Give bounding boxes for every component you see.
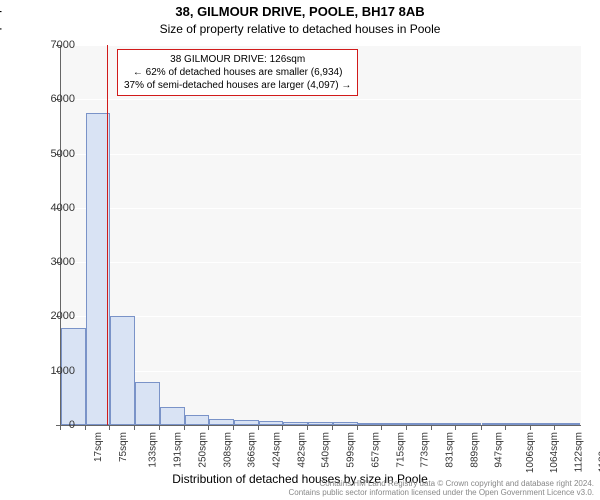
xtick-label: 889sqm [469,432,480,468]
xtick-mark [307,425,308,430]
xtick-label: 540sqm [321,432,332,468]
gridline-h [61,208,581,209]
histogram-bar [358,423,383,425]
xtick-label: 482sqm [296,432,307,468]
xtick-label: 308sqm [222,432,233,468]
xtick-label: 947sqm [494,432,505,468]
xtick-mark [530,425,531,430]
annotation-line-2: ← 62% of detached houses are smaller (6,… [124,66,351,79]
histogram-bar [308,422,333,425]
xtick-mark [332,425,333,430]
gridline-h [61,316,581,317]
xtick-label: 366sqm [247,432,258,468]
xtick-mark [455,425,456,430]
ytick-label: 0 [35,419,75,431]
ytick-label: 2000 [35,310,75,322]
xtick-mark [233,425,234,430]
xtick-mark [357,425,358,430]
ytick-label: 3000 [35,256,75,268]
ytick-label: 6000 [35,93,75,105]
xtick-label: 133sqm [148,432,159,468]
histogram-bar [506,423,531,425]
histogram-bar [531,423,556,425]
xtick-label: 1122sqm [573,432,584,472]
xtick-mark [258,425,259,430]
xtick-mark [159,425,160,430]
attribution-line-1: Contains HM Land Registry data © Crown c… [288,479,594,489]
xtick-mark [554,425,555,430]
xtick-mark [406,425,407,430]
xtick-label: 831sqm [445,432,456,468]
gridline-h [61,371,581,372]
xtick-label: 599sqm [346,432,357,468]
ytick-label: 1000 [35,365,75,377]
attribution-line-2: Contains public sector information licen… [288,488,594,498]
histogram-bar [333,422,358,425]
xtick-mark [208,425,209,430]
histogram-bar [234,420,259,425]
chart-title-main: 38, GILMOUR DRIVE, POOLE, BH17 8AB [0,4,600,19]
xtick-label: 250sqm [198,432,209,468]
marker-line [107,45,108,425]
gridline-h [61,154,581,155]
histogram-bar [283,422,308,425]
gridline-h [61,262,581,263]
histogram-bar [482,423,507,425]
xtick-label: 75sqm [118,432,129,462]
y-axis-title: Number of detached properties [0,0,2,142]
plot-area [60,45,581,426]
histogram-bar [209,419,234,426]
xtick-mark [184,425,185,430]
annotation-line-1: 38 GILMOUR DRIVE: 126sqm [124,53,351,66]
xtick-label: 424sqm [272,432,283,468]
histogram-bar [407,423,432,425]
histogram-bar [259,421,284,425]
xtick-label: 1006sqm [525,432,536,473]
gridline-h [61,99,581,100]
histogram-bar [456,423,481,425]
xtick-mark [60,425,61,430]
histogram-bar [555,423,580,425]
xtick-mark [282,425,283,430]
xtick-label: 657sqm [371,432,382,468]
chart-title-sub: Size of property relative to detached ho… [0,22,600,36]
histogram-bar [382,423,407,425]
xtick-label: 773sqm [420,432,431,468]
histogram-bar [185,415,210,425]
xtick-mark [134,425,135,430]
annotation-line-3: 37% of semi-detached houses are larger (… [124,79,351,92]
xtick-label: 17sqm [93,432,104,462]
xtick-mark [481,425,482,430]
gridline-h [61,45,581,46]
xtick-mark [85,425,86,430]
xtick-label: 1064sqm [549,432,560,473]
xtick-mark [505,425,506,430]
histogram-bar [160,407,185,425]
attribution: Contains HM Land Registry data © Crown c… [288,479,594,498]
xtick-mark [109,425,110,430]
histogram-bar [432,423,457,425]
ytick-label: 5000 [35,148,75,160]
histogram-bar [110,316,135,425]
annotation-callout: 38 GILMOUR DRIVE: 126sqm ← 62% of detach… [117,49,358,96]
xtick-mark [381,425,382,430]
xtick-label: 191sqm [173,432,184,468]
ytick-label: 4000 [35,202,75,214]
ytick-label: 7000 [35,39,75,51]
xtick-label: 715sqm [395,432,406,468]
histogram-bar [135,382,160,425]
xtick-mark [431,425,432,430]
chart-page: 38, GILMOUR DRIVE, POOLE, BH17 8AB Size … [0,0,600,500]
